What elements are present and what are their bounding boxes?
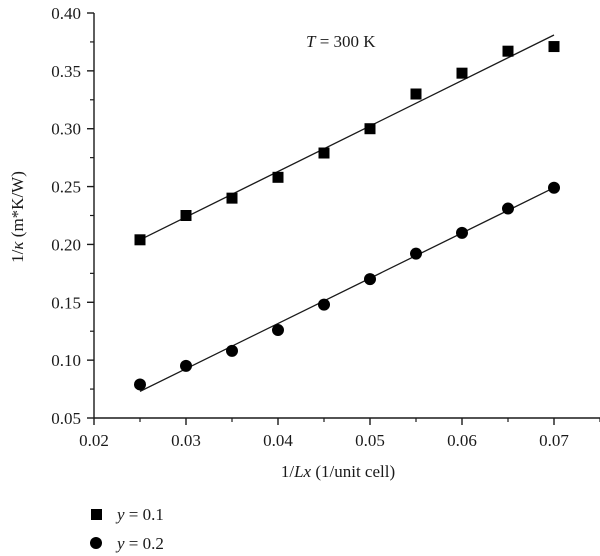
legend-marker-circle xyxy=(90,537,102,549)
y-tick-label: 0.15 xyxy=(51,293,81,312)
x-axis-title-prefix: 1/ xyxy=(281,462,295,481)
x-tick-label: 0.02 xyxy=(79,431,109,450)
data-point-series-2 xyxy=(364,273,376,286)
x-tick-label: 0.05 xyxy=(355,431,385,450)
data-point-series-1 xyxy=(364,123,376,135)
data-point-series-2 xyxy=(410,247,422,260)
data-point-series-2 xyxy=(502,202,514,215)
data-point-series-1 xyxy=(134,234,146,246)
annotation-text: = 300 K xyxy=(315,32,376,51)
x-axis-title-symbol: Lx xyxy=(293,462,311,481)
legend-label-series-1: y = 0.1 xyxy=(115,505,164,524)
y-axis-title-prefix: 1/ xyxy=(8,249,27,263)
y-axis-title: 1/κ (m*K/W) xyxy=(8,171,27,263)
data-point-series-1 xyxy=(180,210,192,221)
y-axis-title-symbol: κ xyxy=(8,241,27,250)
data-point-series-1 xyxy=(410,88,422,100)
y-tick-label: 0.30 xyxy=(51,120,81,139)
legend-label-series-2: y = 0.2 xyxy=(115,534,164,553)
data-point-series-1 xyxy=(272,171,284,183)
legend-label-series-1-symbol: y xyxy=(115,505,125,524)
data-point-series-1 xyxy=(502,45,514,57)
data-point-series-2 xyxy=(548,181,560,194)
x-tick-label: 0.03 xyxy=(171,431,201,450)
data-point-series-2 xyxy=(318,298,330,311)
y-tick-label: 0.25 xyxy=(51,178,81,197)
fit-line-series-2 xyxy=(139,187,555,392)
y-tick-label: 0.35 xyxy=(51,62,81,81)
x-axis-title: 1/Lx (1/unit cell) xyxy=(281,462,395,481)
legend-label-series-2-symbol: y xyxy=(115,534,125,553)
data-point-series-2 xyxy=(180,359,192,372)
plot-axes: 0.02 0.03 0.04 0.05 0.06 0.07 0.05 0.10 0.15 0.20… xyxy=(51,4,600,450)
x-axis-title-suffix: (1/unit cell) xyxy=(311,462,395,481)
data-point-series-1 xyxy=(548,41,560,53)
y-tick-label: 0.40 xyxy=(51,4,81,23)
y-tick-label: 0.10 xyxy=(51,351,81,370)
data-point-series-1 xyxy=(318,147,330,159)
x-tick-label: 0.07 xyxy=(539,431,569,450)
fit-line-series-1 xyxy=(139,34,555,241)
legend-label-series-1-text: = 0.1 xyxy=(125,505,164,524)
y-tick-label: 0.05 xyxy=(51,409,81,428)
data-point-series-1 xyxy=(456,67,468,79)
y-axis-title-suffix: (m*K/W) xyxy=(8,171,27,241)
x-tick-label: 0.06 xyxy=(447,431,477,450)
data-point-series-1 xyxy=(226,192,238,204)
chart-annotation: T = 300 K xyxy=(306,32,376,51)
annotation-symbol: T xyxy=(306,32,317,51)
fit-lines xyxy=(139,34,555,392)
data-point-series-2 xyxy=(226,344,238,357)
legend-label-series-2-text: = 0.2 xyxy=(125,534,164,553)
data-points xyxy=(134,41,560,391)
legend: y = 0.1 y = 0.2 xyxy=(90,505,164,553)
y-tick-label: 0.20 xyxy=(51,235,81,254)
legend-marker-square xyxy=(91,509,102,520)
data-point-series-2 xyxy=(272,324,284,337)
x-tick-label: 0.04 xyxy=(263,431,293,450)
data-point-series-2 xyxy=(134,378,146,391)
data-point-series-2 xyxy=(456,226,468,239)
